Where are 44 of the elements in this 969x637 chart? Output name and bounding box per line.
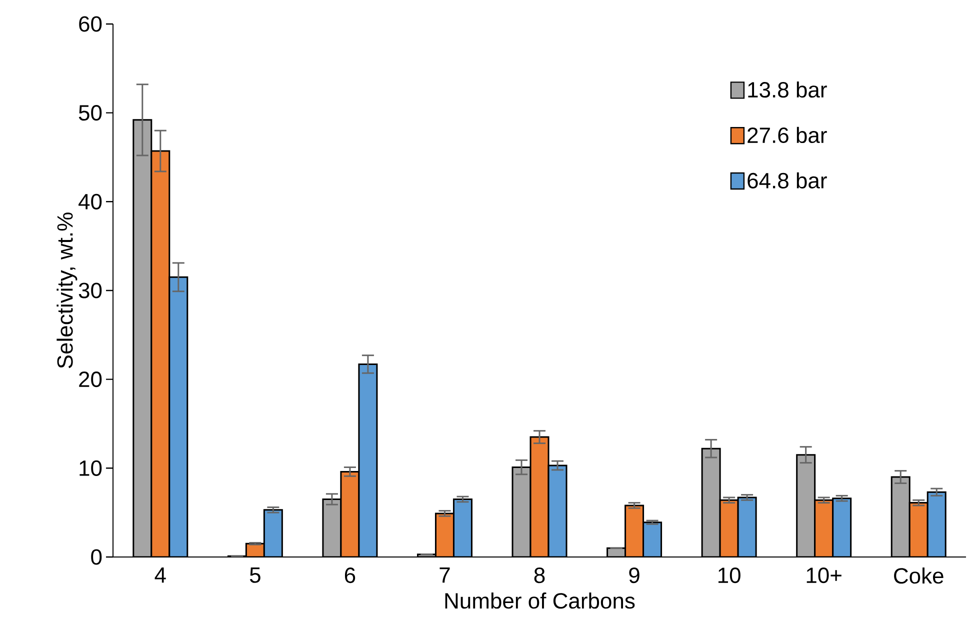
x-axis-title: Number of Carbons (445, 592, 635, 609)
bar (263, 509, 283, 557)
bar (322, 498, 342, 557)
y-tick-label: 10 (80, 460, 102, 476)
x-tick-label: 5 (250, 568, 260, 583)
bar (548, 464, 568, 557)
bar (908, 502, 928, 557)
y-tick-label: 30 (78, 282, 102, 298)
legend-label: 27.6 bar (748, 126, 827, 144)
x-tick-label: 10+ (806, 568, 842, 584)
bar (719, 499, 739, 557)
x-tick-label: 8 (534, 568, 545, 584)
y-axis-title: Selectivity, wt.% (56, 212, 78, 368)
bar (814, 499, 834, 557)
y-tick-label: 20 (79, 372, 102, 388)
y-tick-label: 50 (78, 105, 102, 121)
x-tick-label: 7 (440, 568, 450, 583)
bar (624, 504, 644, 557)
bar (358, 363, 378, 557)
y-tick-label: 60 (79, 16, 102, 32)
y-tick-label: 40 (78, 194, 102, 210)
bar (890, 476, 910, 557)
x-tick-label: 6 (344, 568, 356, 584)
x-tick-label: Coke (894, 568, 944, 584)
x-tick-label: 9 (629, 568, 640, 584)
bar (701, 448, 721, 557)
bar (434, 512, 454, 557)
bar (452, 498, 472, 557)
legend-label: 13.8 bar (748, 81, 827, 98)
bar (340, 470, 360, 557)
bar (737, 496, 757, 557)
y-tick-label: 0 (91, 549, 102, 565)
bar (168, 276, 188, 557)
bar (796, 454, 816, 557)
bar (832, 498, 852, 557)
bar (132, 119, 152, 557)
bar (926, 491, 946, 557)
bar (150, 150, 170, 557)
bar (530, 436, 550, 557)
bar (642, 522, 662, 557)
bar (512, 466, 532, 557)
x-tick-label: 4 (154, 568, 166, 583)
x-tick-label: 10 (718, 568, 740, 584)
legend-label: 64.8 bar (748, 172, 827, 188)
